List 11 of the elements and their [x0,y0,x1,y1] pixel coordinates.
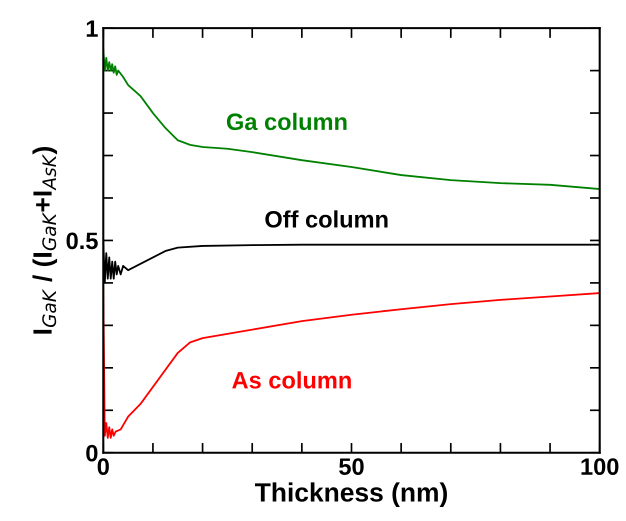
x-axis-title: Thickness (nm) [255,482,447,507]
x-tick-label: 0 [98,458,109,475]
series-label: Ga column [226,112,347,130]
series-label: As column [232,371,351,389]
y-tick-label: 0 [86,444,98,462]
series-label: Off column [265,210,388,228]
y-tick-label: 0.5 [66,232,98,250]
x-tick-label: 50 [339,458,364,475]
y-axis-title: I$_{GaK}$ / (I$_{GaK}$+I$_{AsK}$) [32,146,58,334]
y-tick-label: 1 [86,20,98,37]
x-tick-label: 100 [582,458,618,475]
